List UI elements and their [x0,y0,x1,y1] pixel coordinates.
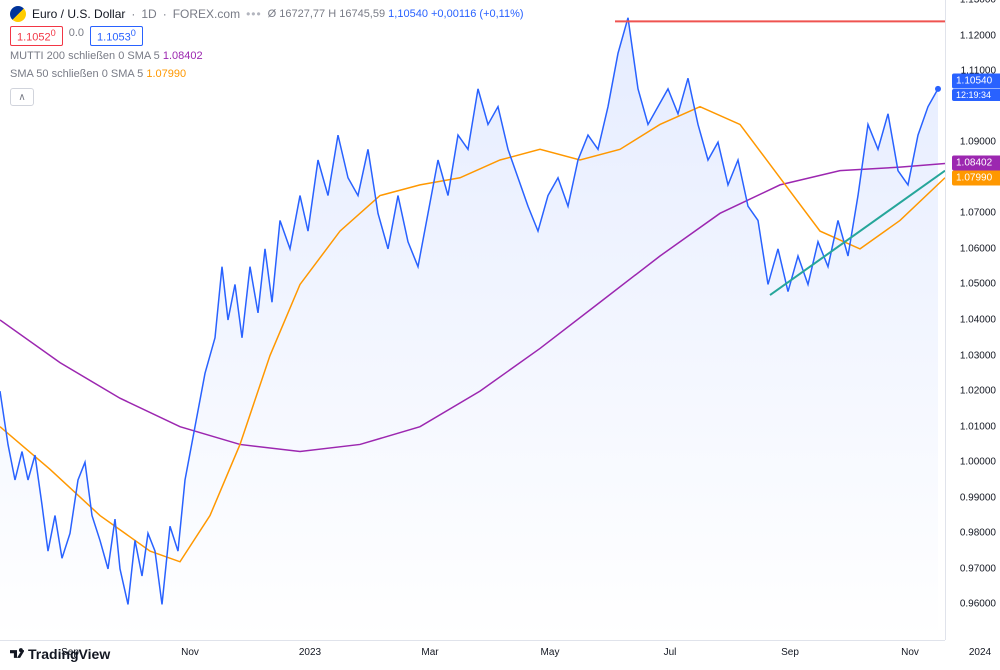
y-axis-label-current: 1.10540 [952,74,1000,89]
y-tick: 0.97000 [960,563,996,574]
ask-price[interactable]: 1.10530 [90,26,143,46]
y-tick: 1.05000 [960,279,996,290]
interval[interactable]: 1D [141,7,156,21]
chart-plot[interactable] [0,0,945,640]
y-axis-label-sma200: 1.08402 [952,156,1000,171]
y-tick: 0.99000 [960,492,996,503]
y-tick: 1.12000 [960,30,996,41]
y-tick: 1.02000 [960,386,996,397]
indicator-sma200[interactable]: MUTTI 200 schließen 0 SMA 5 1.08402 [10,50,203,62]
chart-header: Euro / U.S. Dollar · 1D · FOREX.com ••• … [10,6,940,22]
y-tick: 0.98000 [960,528,996,539]
y-tick: 1.07000 [960,208,996,219]
y-tick: 1.00000 [960,457,996,468]
tradingview-icon [10,647,24,661]
y-tick: 1.03000 [960,350,996,361]
ohlc-display: Ø 16727,77 H 16745,59 1,10540 +0,00116 (… [268,8,524,20]
x-tick: 2024 [969,647,991,658]
x-tick: Mar [421,647,438,658]
indicator-sma50[interactable]: SMA 50 schließen 0 SMA 5 1.07990 [10,68,186,80]
bid-price[interactable]: 1.10520 [10,26,63,46]
x-tick: Sep [781,647,799,658]
x-tick: 2023 [299,647,321,658]
y-tick: 1.13000 [960,0,996,6]
x-tick: Nov [181,647,199,658]
chart-menu-icon[interactable]: ••• [246,7,262,21]
x-tick: May [541,647,560,658]
exchange[interactable]: FOREX.com [173,7,240,21]
y-axis[interactable]: 0.96000 0.97000 0.98000 0.99000 1.00000 1.010… [945,0,1000,640]
y-tick: 1.01000 [960,421,996,432]
collapse-button[interactable]: ∧ [10,88,34,106]
spread: 0.0 [67,26,86,46]
y-axis-label-time: 12:19:34 [952,89,1000,101]
symbol-name[interactable]: Euro / U.S. Dollar [32,7,125,21]
y-tick: 0.96000 [960,599,996,610]
y-tick: 1.09000 [960,137,996,148]
bid-ask-panel: 1.10520 0.0 1.10530 [10,26,143,46]
symbol-icon [10,6,26,22]
x-tick: Nov [901,647,919,658]
x-axis[interactable]: SepNov2023MarMayJulSepNov2024 [0,640,945,670]
y-axis-label-sma50: 1.07990 [952,171,1000,186]
x-tick: Jul [664,647,677,658]
tradingview-watermark[interactable]: TradingView [10,646,110,662]
y-tick: 1.06000 [960,243,996,254]
y-tick: 1.04000 [960,315,996,326]
